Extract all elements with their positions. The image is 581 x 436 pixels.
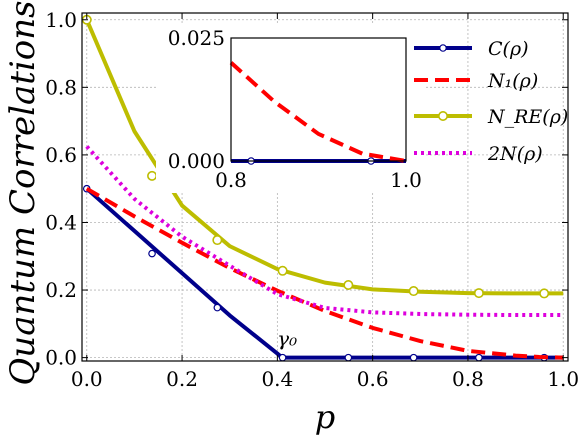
- legend-label-n: N₁(ρ): [487, 70, 538, 92]
- marker-c: [148, 249, 156, 258]
- marker-n-re: [147, 170, 158, 181]
- main-axes: [81, 12, 569, 362]
- series-line-c: [85, 187, 564, 360]
- y-tick-label: 0.8: [45, 75, 77, 99]
- y-tick-label: 0.2: [45, 278, 77, 302]
- inset-background: [156, 24, 426, 193]
- x-tick-label: 0.0: [71, 367, 103, 391]
- x-axis-label: p: [315, 398, 335, 436]
- x-tick-label: 0.2: [166, 367, 198, 391]
- marker-n-re: [539, 288, 550, 299]
- y-tick-labels: 0.0 0.2 0.4 0.6 0.8 1.0: [45, 8, 77, 370]
- marker-n-re: [473, 288, 484, 299]
- x-tick-labels: 0.0 0.2 0.4 0.6 0.8 1.0: [71, 367, 579, 391]
- x-tick-label: 0.6: [357, 367, 389, 391]
- legend-label-c: C(ρ): [488, 38, 529, 60]
- series-line-n: [85, 186, 564, 360]
- legend-marker-n-re: [437, 111, 448, 122]
- marker-c: [278, 353, 287, 362]
- inset-frame: [230, 37, 407, 162]
- y-axis-label: Quantum Correlations: [3, 0, 43, 385]
- marker-n-re: [343, 279, 354, 290]
- x-tick-label: 0.4: [261, 367, 293, 391]
- y-tick-label: 1.0: [45, 8, 77, 32]
- legend: C(ρ) N₁(ρ) N_RE(ρ) 2N(ρ): [414, 38, 568, 165]
- gamma0-annotation: γ₀: [277, 327, 297, 351]
- inset-x-tick-label: 1.0: [390, 168, 422, 192]
- legend-label-2n: 2N(ρ): [487, 143, 543, 165]
- inset-axes: [230, 37, 407, 162]
- x-tick-label: 0.8: [452, 367, 484, 391]
- x-tick-label: 1.0: [547, 367, 579, 391]
- y-tick-label: 0.6: [45, 143, 77, 167]
- inset-tick-labels: 0.8 1.0 0.000 0.025: [168, 26, 422, 192]
- inset-x-tick-label: 0.8: [215, 168, 247, 192]
- y-tick-label: 0.0: [45, 346, 77, 370]
- marker-c: [409, 353, 418, 362]
- marker-c: [475, 353, 483, 362]
- plot-frame: [81, 12, 569, 362]
- marker-c: [213, 303, 222, 312]
- inset-y-tick-label: 0.025: [168, 26, 225, 50]
- marker-c: [344, 353, 353, 362]
- legend-label-n-re: N_RE(ρ): [487, 106, 568, 128]
- inset-series-line-n: [229, 61, 407, 163]
- marker-n-re: [212, 235, 223, 246]
- y-tick-label: 0.4: [45, 210, 77, 234]
- marker-n-re: [408, 286, 419, 297]
- inset-plot: 0.8 1.0 0.000 0.025: [156, 24, 426, 193]
- legend-marker-c: [439, 44, 447, 52]
- marker-n-re: [277, 265, 288, 276]
- inset-y-tick-label: 0.000: [168, 149, 225, 173]
